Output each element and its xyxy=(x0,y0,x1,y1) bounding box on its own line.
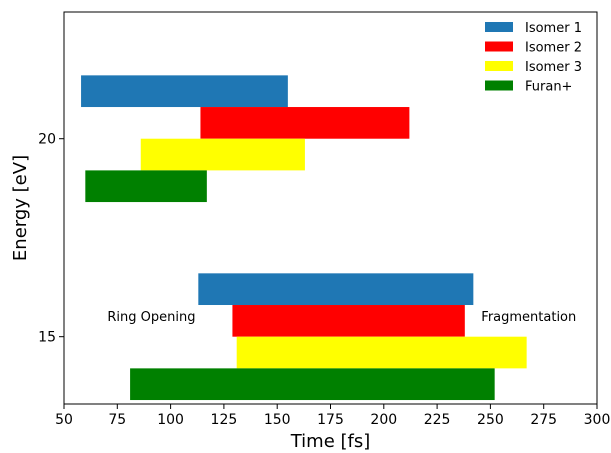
legend-swatch xyxy=(485,80,513,91)
x-axis-label: Time [fs] xyxy=(290,431,371,452)
y-tick-label: 15 xyxy=(38,330,56,346)
bar-isomer-2-2 xyxy=(232,305,465,337)
x-tick-label: 200 xyxy=(370,412,397,428)
bar-furan--1 xyxy=(85,170,207,203)
bar-isomer-1-2 xyxy=(198,273,474,306)
x-tick-label: 125 xyxy=(211,412,238,428)
legend-label: Isomer 3 xyxy=(525,60,582,75)
x-tick-label: 300 xyxy=(584,412,611,428)
legend-swatch xyxy=(485,61,513,71)
bar-isomer-3-2 xyxy=(236,336,527,369)
x-tick-label: 150 xyxy=(264,412,291,428)
bar-isomer-1-1 xyxy=(81,75,288,108)
annotation-fragmentation: Fragmentation xyxy=(481,310,576,325)
x-tick-label: 275 xyxy=(530,412,557,428)
legend-label: Isomer 2 xyxy=(525,41,582,56)
annotation-ring-opening: Ring Opening xyxy=(107,310,195,325)
bar-furan--2 xyxy=(130,368,495,401)
bars-layer xyxy=(81,75,527,401)
legend-label: Furan+ xyxy=(525,80,572,95)
legend: Isomer 1 Isomer 2 Isomer 3 Furan+ xyxy=(485,21,582,95)
x-tick-label: 50 xyxy=(55,412,73,428)
legend-swatch xyxy=(485,41,513,52)
bar-isomer-2-1 xyxy=(200,107,410,139)
ticks-layer: 50 75 100 125 150 175 200 225 250 275 300 15 20 xyxy=(38,132,610,428)
y-axis-label: Energy [eV] xyxy=(10,155,31,261)
x-tick-label: 175 xyxy=(317,412,344,428)
x-tick-label: 250 xyxy=(477,412,504,428)
x-tick-label: 225 xyxy=(424,412,451,428)
bar-isomer-3-1 xyxy=(140,138,305,171)
legend-swatch xyxy=(485,22,513,32)
y-tick-label: 20 xyxy=(38,132,56,148)
legend-label: Isomer 1 xyxy=(525,21,582,36)
x-tick-label: 75 xyxy=(108,412,126,428)
x-tick-label: 100 xyxy=(157,412,184,428)
annotations-layer: Ring Opening Fragmentation xyxy=(107,310,576,325)
